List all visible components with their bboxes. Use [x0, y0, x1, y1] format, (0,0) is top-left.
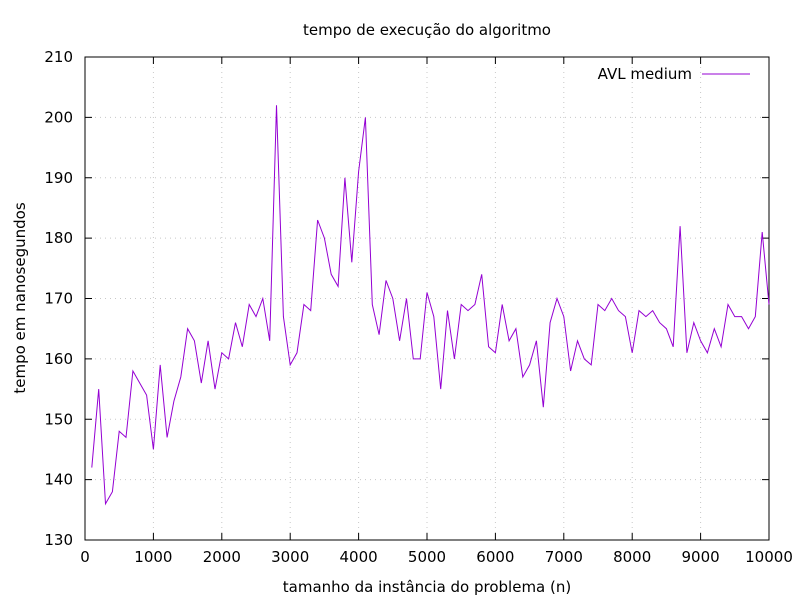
tick-labels: 0 1000 2000 3000 4000 5000 6000 7000 8000 9000 100… [44, 48, 793, 566]
series-line [91, 105, 770, 506]
y-tick-label: 140 [44, 471, 73, 489]
x-tick-label: 4000 [340, 548, 378, 566]
legend: AVL medium [598, 65, 750, 83]
y-tick-label: 160 [44, 350, 73, 368]
legend-label: AVL medium [598, 65, 692, 83]
x-tick-label: 3000 [271, 548, 309, 566]
y-tick-label: 130 [44, 531, 73, 549]
x-tick-label: 8000 [613, 548, 651, 566]
y-tick-label: 150 [44, 410, 73, 428]
x-tick-label: 2000 [203, 548, 241, 566]
x-tick-label: 0 [80, 548, 90, 566]
y-tick-label: 170 [44, 290, 73, 308]
x-axis-label: tamanho da instância do problema (n) [283, 578, 571, 596]
x-tick-label: 7000 [545, 548, 583, 566]
x-tick-label: 5000 [408, 548, 446, 566]
y-tick-label: 200 [44, 108, 73, 126]
x-tick-label: 6000 [476, 548, 514, 566]
y-tick-label: 190 [44, 169, 73, 187]
series-layer [91, 105, 770, 506]
x-tick-label: 1000 [134, 548, 172, 566]
y-axis-label: tempo em nanosegundos [11, 202, 29, 393]
y-tick-label: 210 [44, 48, 73, 66]
axis-ticks [84, 56, 770, 541]
y-tick-label: 180 [44, 229, 73, 247]
grid [85, 57, 769, 540]
chart-title: tempo de execução do algoritmo [303, 21, 551, 39]
x-tick-label: 10000 [745, 548, 793, 566]
x-tick-label: 9000 [682, 548, 720, 566]
